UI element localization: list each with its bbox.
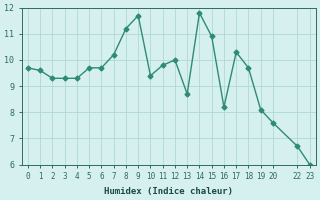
X-axis label: Humidex (Indice chaleur): Humidex (Indice chaleur) xyxy=(104,187,233,196)
